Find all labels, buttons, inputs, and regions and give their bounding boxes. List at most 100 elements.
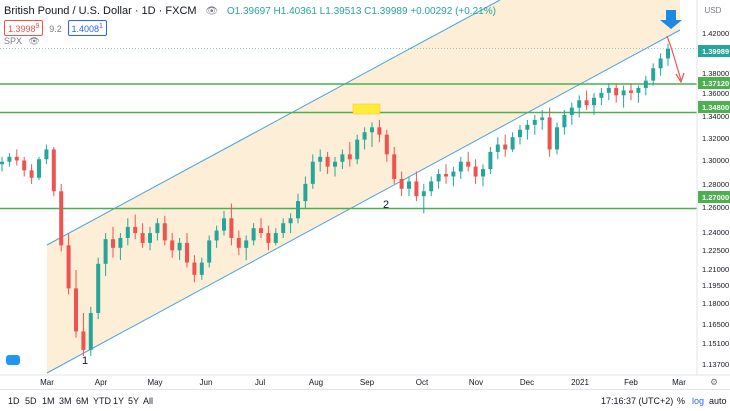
settings-icon[interactable]: ⚙ — [710, 377, 719, 387]
candle-body — [399, 178, 404, 189]
y-tick-label: 1.36000 — [702, 89, 729, 98]
candle-body — [222, 218, 226, 231]
price-label-box[interactable] — [698, 101, 730, 113]
range-6m-button[interactable]: 6M — [76, 396, 89, 406]
candle-body — [51, 149, 56, 192]
y-tick-label: 1.22500 — [702, 246, 729, 255]
candle-body — [177, 242, 182, 251]
candle-body — [281, 223, 286, 234]
candle-body — [125, 226, 130, 238]
range-5d-button[interactable]: 5D — [25, 396, 37, 406]
y-tick-label: 1.42000 — [702, 29, 729, 38]
x-tick-label: Mar — [40, 378, 54, 387]
candle-body — [488, 151, 493, 170]
log-toggle[interactable]: log — [692, 396, 705, 406]
candle-body — [22, 160, 27, 171]
candle-body — [81, 331, 86, 350]
projection-arrowhead — [675, 72, 685, 84]
candle-body — [429, 181, 434, 192]
candle-body — [584, 100, 589, 106]
y-tick-label: 1.26000 — [702, 203, 729, 212]
range-all-button[interactable]: All — [143, 396, 154, 406]
candle-body — [207, 240, 212, 263]
range-ytd-button[interactable]: YTD — [93, 396, 111, 406]
x-tick-label: Dec — [520, 378, 534, 387]
down-arrow-icon[interactable] — [660, 10, 682, 29]
price-label-text: 1.34800 — [702, 103, 729, 112]
spread-value: 9.2 — [49, 24, 62, 34]
range-1m-button[interactable]: 1M — [42, 396, 55, 406]
candle-body — [614, 87, 619, 96]
candle-body — [510, 137, 515, 150]
candle-body — [407, 181, 411, 189]
candle-body — [325, 156, 330, 167]
eye-icon[interactable]: 👁 — [28, 36, 40, 46]
candle-body — [236, 237, 241, 248]
candle-body — [458, 161, 463, 172]
y-tick-label: 1.16500 — [702, 320, 729, 329]
ask-price-pill[interactable]: 1.40081 — [67, 20, 107, 36]
candle-body — [414, 181, 419, 197]
candle-body — [532, 119, 537, 125]
price-label-box[interactable] — [698, 77, 730, 89]
candle-body — [103, 239, 108, 264]
candle-body — [266, 233, 271, 243]
range-1d-button[interactable]: 1D — [8, 396, 20, 406]
candle-body — [495, 144, 500, 152]
x-tick-label: Jun — [200, 378, 213, 387]
candle-body — [481, 169, 485, 177]
highlight-box[interactable] — [352, 103, 381, 115]
candle-body — [577, 100, 582, 108]
ohlc-values: O1.39697 H1.40361 L1.39513 C1.39989 +0.0… — [226, 6, 496, 17]
symbol-title[interactable]: British Pound / U.S. Dollar · 1D · FXCM — [4, 5, 197, 17]
x-tick-label: Nov — [469, 378, 483, 387]
price-chart[interactable]: 12 USD1.420001.400001.380001.360001.3400… — [0, 0, 730, 390]
auto-toggle[interactable]: auto — [709, 396, 727, 406]
price-label-text: 1.37120 — [702, 79, 729, 88]
candle-body — [199, 262, 204, 275]
candle-body — [118, 237, 123, 248]
range-5y-button[interactable]: 5Y — [128, 396, 140, 406]
y-tick-label: 1.13700 — [702, 360, 729, 369]
x-tick-label: Jul — [255, 378, 265, 387]
candle-body — [473, 166, 478, 177]
candle-body — [0, 161, 4, 165]
candle-body — [170, 240, 175, 251]
candle-body — [569, 107, 574, 116]
range-3m-button[interactable]: 3M — [59, 396, 72, 406]
tv-logo-icon[interactable] — [6, 355, 20, 365]
y-tick-label: 1.18000 — [702, 299, 729, 308]
candle-body — [666, 48, 670, 59]
channel-upper-line[interactable] — [46, 0, 501, 246]
y-tick-label: 1.24000 — [702, 228, 729, 237]
channel-lower-line[interactable] — [46, 29, 681, 374]
bid-price-pill[interactable]: 1.39989 — [4, 20, 44, 36]
candle-body — [384, 134, 389, 155]
eye-icon[interactable]: 👁 — [205, 6, 219, 17]
x-tick-label: 2021 — [571, 378, 589, 387]
candle-body — [133, 226, 138, 234]
candle-body — [355, 139, 360, 160]
price-label-box[interactable] — [698, 45, 730, 57]
channel-fill — [47, 0, 680, 373]
candle-body — [148, 233, 152, 243]
candle-body — [466, 161, 471, 167]
candle-body — [88, 312, 93, 350]
range-1y-button[interactable]: 1Y — [113, 396, 125, 406]
candle-body — [636, 87, 641, 93]
y-tick-label: 1.21000 — [702, 265, 729, 274]
candle-body — [288, 218, 293, 224]
candle-body — [37, 159, 41, 178]
candle-body — [7, 156, 12, 162]
candle-body — [251, 228, 256, 241]
bottom-toolbar: 1D 5D 1M 3M 6M YTD 1Y 5Y All 17:16:37 (U… — [0, 389, 730, 411]
y-tick-label: 1.19500 — [702, 281, 729, 290]
candle-body — [140, 233, 145, 243]
candle-body — [555, 127, 559, 150]
price-label-text: 1.27000 — [702, 193, 729, 202]
price-label-box[interactable] — [698, 191, 730, 203]
percent-toggle[interactable]: % — [677, 396, 686, 406]
projection-arrow[interactable] — [666, 35, 682, 81]
indicator-label[interactable]: SPX — [4, 36, 23, 46]
x-tick-label: Aug — [309, 378, 323, 387]
